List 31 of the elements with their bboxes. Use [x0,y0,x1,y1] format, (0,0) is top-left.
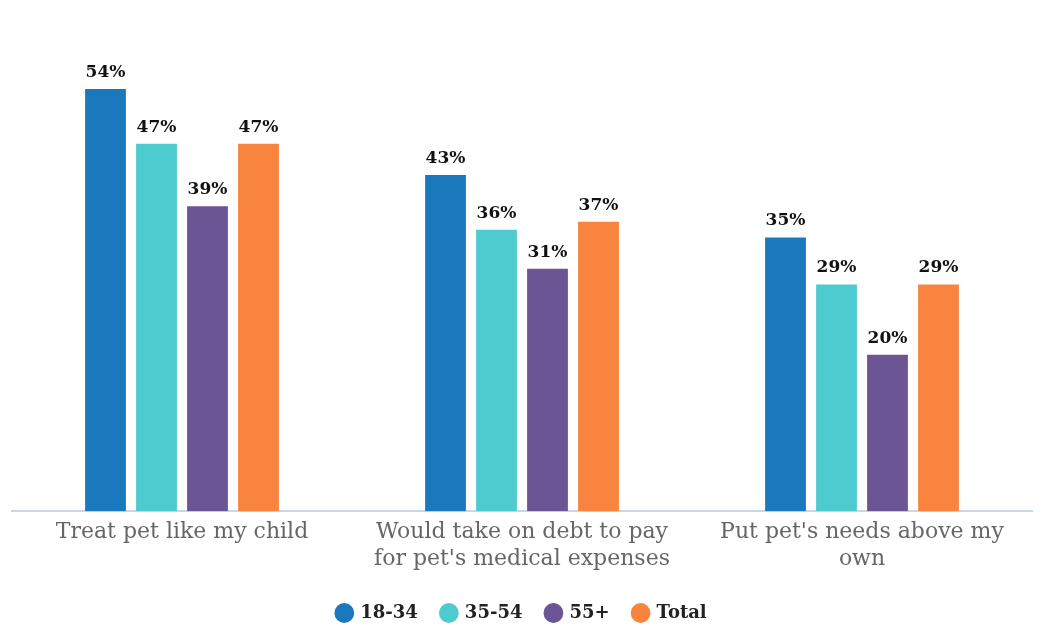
bar [918,284,959,512]
data-label: 20% [867,326,908,347]
bar [187,206,228,512]
data-label: 43% [425,146,466,167]
data-label: 47% [136,115,177,136]
data-label: 36% [476,201,517,222]
bar [816,284,857,512]
x-tick-label: Treat pet like my child [55,518,309,544]
data-label: 54% [85,60,126,81]
bar [85,88,126,512]
data-label: 29% [918,256,959,277]
legend-label: Total [656,600,707,622]
bar [425,174,466,512]
bar [238,143,279,512]
legend-label: 18-34 [360,600,418,622]
data-label: 37% [578,193,619,214]
bar [765,237,806,512]
legend-label: 35-54 [464,600,523,622]
data-label: 35% [765,209,806,230]
bar [867,354,908,512]
data-label: 39% [187,178,228,199]
legend-label: 55+ [569,600,610,622]
bar [578,221,619,512]
data-label: 31% [527,240,568,261]
bar [476,229,517,512]
data-label: 47% [238,115,279,136]
bar [136,143,177,512]
x-tick-label: Put pet's needs above my own [720,518,1005,570]
data-label: 29% [816,256,857,277]
x-tick-label: Would take on debt to pay for pet's medical expenses [374,518,670,570]
bar [527,268,568,512]
